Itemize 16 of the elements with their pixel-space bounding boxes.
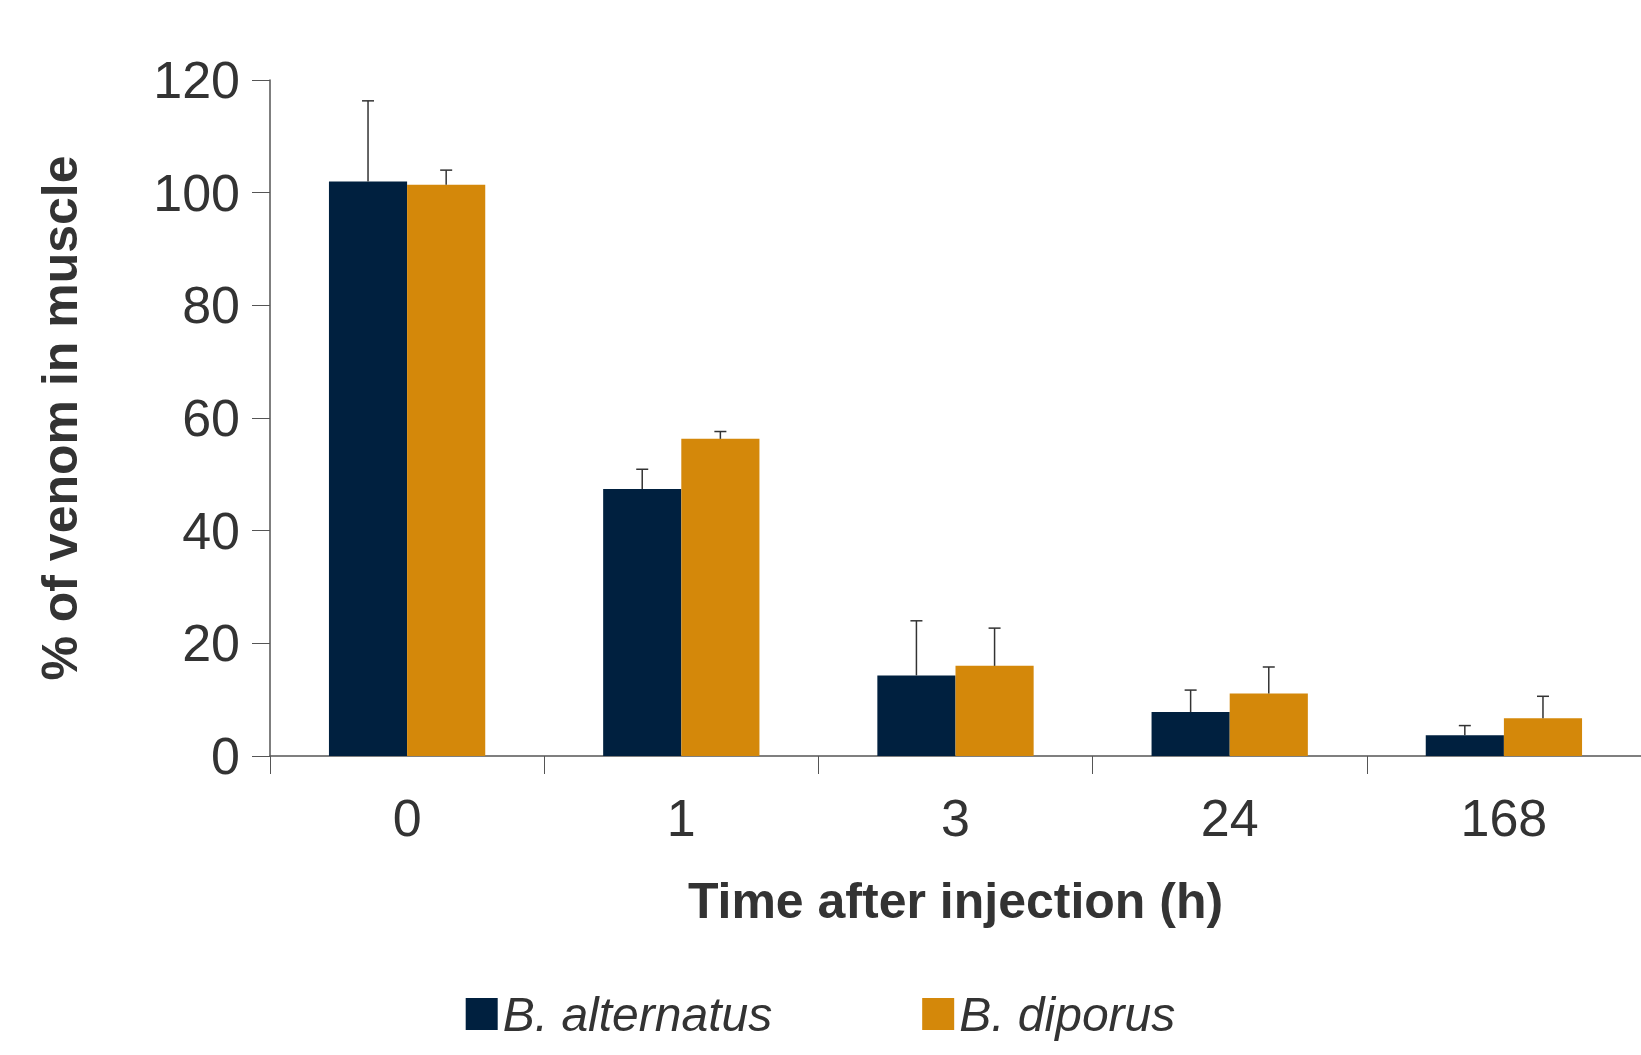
x-tick-label: 168 [1460, 789, 1548, 847]
y-tick-label: 120 [153, 51, 240, 109]
legend-label: B. diporus [959, 987, 1176, 1041]
y-tick-label: 20 [182, 614, 240, 673]
y-tick-label: 100 [153, 163, 240, 222]
y-tick-label: 80 [182, 276, 240, 335]
y-tick-label: 60 [182, 389, 240, 447]
x-tick-label: 24 [1200, 789, 1259, 847]
y-tick-label: 0 [211, 727, 240, 785]
x-tick-label: 0 [392, 789, 422, 847]
y-tick-label: 40 [182, 501, 240, 560]
y-axis-title: % of venom in muscle [32, 155, 88, 681]
legend-label: B. alternatus [502, 987, 773, 1041]
x-tick-label: 3 [941, 789, 970, 847]
x-axis-title: Time after injection (h) [687, 873, 1224, 929]
x-tick-label: 1 [666, 789, 696, 847]
